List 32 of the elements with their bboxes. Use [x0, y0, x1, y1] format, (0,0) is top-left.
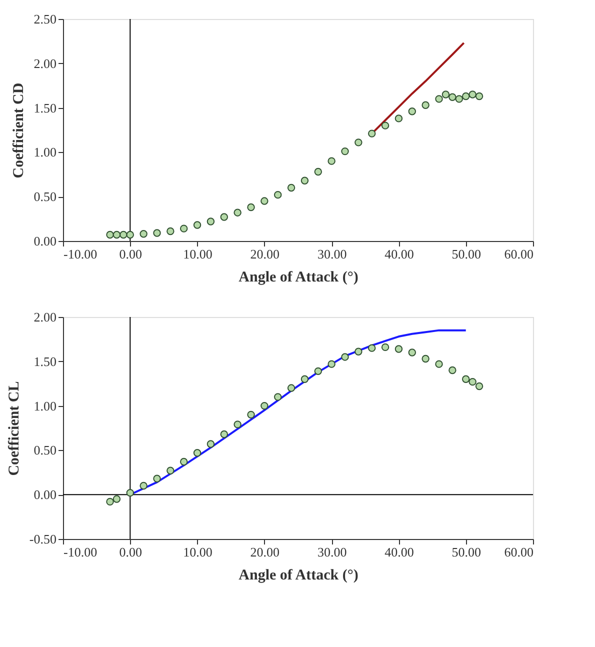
y-tick-label: 2.00: [34, 310, 56, 324]
y-tick-label: 0.50: [34, 442, 56, 458]
x-tick-label: 60.00: [504, 246, 534, 262]
y-tick-label: 0.50: [34, 189, 56, 204]
x-tick-label: 0.00: [119, 544, 142, 560]
y-tick-label: 0.00: [34, 487, 56, 502]
y-axis-title: Coefficient CL: [6, 381, 22, 476]
y-tick-label: 2.50: [34, 12, 56, 26]
x-tick-label: 10.00: [183, 246, 212, 262]
x-tick-label: -10.00: [64, 544, 98, 560]
x-tick-label: 60.00: [504, 544, 534, 560]
y-tick-label: 2.00: [34, 56, 56, 71]
x-tick-label: 50.00: [452, 544, 481, 560]
x-axis-title: Angle of Attack (°): [238, 568, 358, 584]
x-tick-label: 20.00: [250, 246, 280, 262]
y-axis-title: Coefficient CD: [10, 82, 27, 178]
y-tick-label: 1.00: [34, 398, 56, 414]
x-tick-label: -10.00: [64, 246, 98, 262]
x-tick-label: 30.00: [317, 246, 347, 262]
x-tick-label: 10.00: [183, 544, 212, 560]
y-tick-label: 0.00: [34, 234, 56, 248]
x-tick-label: 40.00: [384, 246, 414, 262]
y-tick-label: 1.50: [34, 354, 56, 369]
x-tick-label: 30.00: [317, 544, 347, 560]
y-tick-label: -0.50: [29, 532, 56, 546]
x-tick-label: 40.00: [384, 544, 414, 560]
x-tick-label: 50.00: [452, 246, 481, 262]
x-tick-label: 20.00: [250, 544, 280, 560]
y-tick-label: 1.50: [34, 100, 56, 116]
x-tick-label: 0.00: [119, 246, 142, 262]
x-axis-title: Angle of Attack (°): [238, 270, 358, 286]
y-tick-label: 1.00: [34, 144, 56, 160]
